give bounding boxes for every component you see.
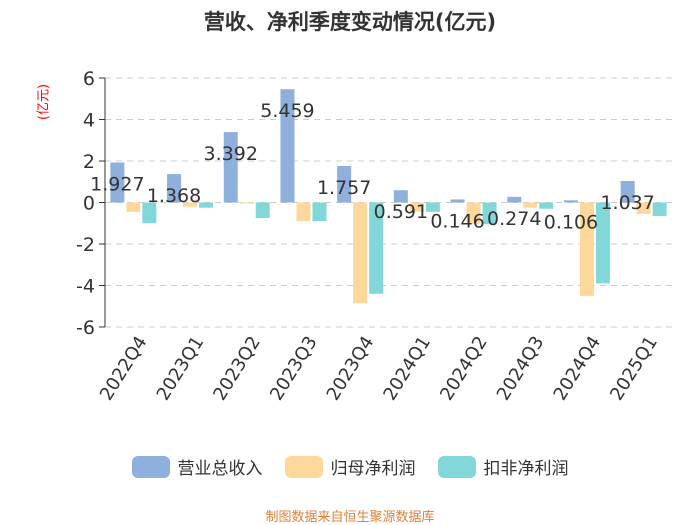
legend-swatch-revenue (131, 455, 170, 478)
legend-swatch-net-profit (284, 455, 323, 478)
bar-deducted-profit (425, 202, 440, 212)
y-tick-label: -4 (76, 276, 95, 298)
bar-revenue (450, 199, 465, 203)
legend-label-revenue: 营业总收入 (177, 459, 263, 479)
bar-net-profit (409, 202, 424, 212)
bar-net-profit (239, 202, 254, 204)
bar-revenue (393, 190, 408, 203)
legend-label-net-profit: 归母净利润 (330, 459, 416, 479)
bar-revenue (337, 166, 352, 203)
bar-revenue (620, 180, 635, 203)
bar-deducted-profit (142, 202, 157, 224)
x-tick-label: 2024Q4 (550, 333, 606, 405)
x-tick-label: 2023Q3 (266, 333, 322, 405)
bar-net-profit (353, 202, 368, 304)
x-tick-label: 2025Q1 (606, 333, 662, 405)
x-tick-label: 2023Q4 (323, 333, 379, 405)
bar-revenue (167, 174, 182, 203)
data-label: 0.106 (544, 211, 598, 233)
y-tick-label: -2 (76, 234, 95, 256)
y-tick-label: 2 (83, 151, 95, 173)
x-tick-label: 2024Q1 (379, 333, 435, 405)
data-label: 0.591 (374, 201, 428, 223)
bar-net-profit (183, 202, 198, 207)
legend-label-deducted-profit: 扣非净利润 (483, 459, 569, 479)
data-label: 3.392 (204, 143, 258, 165)
legend-item-net-profit[interactable]: 归母净利润 (284, 454, 416, 479)
bar-revenue (280, 89, 295, 203)
bar-revenue (110, 162, 125, 203)
x-tick-label: 2023Q2 (209, 333, 265, 405)
data-label: 1.757 (317, 177, 371, 199)
bar-net-profit (466, 202, 481, 225)
bar-deducted-profit (652, 202, 667, 216)
bar-deducted-profit (539, 202, 554, 209)
x-tick-label: 2023Q1 (153, 333, 209, 405)
source-footer: 制图数据来自恒生聚源数据库 (265, 510, 435, 525)
data-label: 1.927 (90, 174, 144, 196)
bar-deducted-profit (312, 202, 327, 222)
bar-chart: 6 4 2 0 -2 -4 -6 1.927 2022Q4 1.368 2023Q1 3.392 202… (76, 68, 672, 405)
bar-deducted-profit (595, 202, 610, 284)
data-label: 1.368 (147, 185, 201, 207)
legend-swatch-deducted-profit (437, 455, 476, 478)
x-tick-label: 2024Q3 (493, 333, 549, 405)
x-tick-label: 2024Q2 (436, 333, 492, 405)
legend-item-deducted-profit[interactable]: 扣非净利润 (437, 454, 569, 479)
data-label: 5.459 (260, 100, 314, 122)
chart-title: 营收、净利季度变动情况(亿元) (203, 10, 497, 34)
bar-net-profit (579, 202, 594, 296)
data-label: 0.274 (487, 208, 541, 230)
legend: 营业总收入 归母净利润 扣非净利润 (0, 454, 700, 479)
bar-net-profit (523, 202, 538, 208)
bar-deducted-profit (482, 202, 497, 225)
y-tick-label: 4 (83, 110, 95, 132)
y-tick-label: 0 (83, 193, 95, 215)
bar-net-profit (636, 202, 651, 214)
bar-net-profit (126, 202, 141, 212)
bar-revenue (507, 196, 522, 203)
bar-deducted-profit (255, 202, 270, 219)
y-tick-label: 6 (83, 68, 95, 90)
x-tick-label: 2022Q4 (96, 333, 152, 405)
y-tick-label: -6 (76, 317, 95, 339)
bar-net-profit (296, 202, 311, 222)
data-label: 0.146 (430, 210, 484, 232)
bar-deducted-profit (369, 202, 384, 294)
bar-revenue (223, 132, 238, 203)
legend-item-revenue[interactable]: 营业总收入 (131, 454, 263, 479)
bar-deducted-profit (199, 202, 214, 208)
data-label: 1.037 (600, 192, 654, 214)
bar-revenue (563, 200, 578, 203)
